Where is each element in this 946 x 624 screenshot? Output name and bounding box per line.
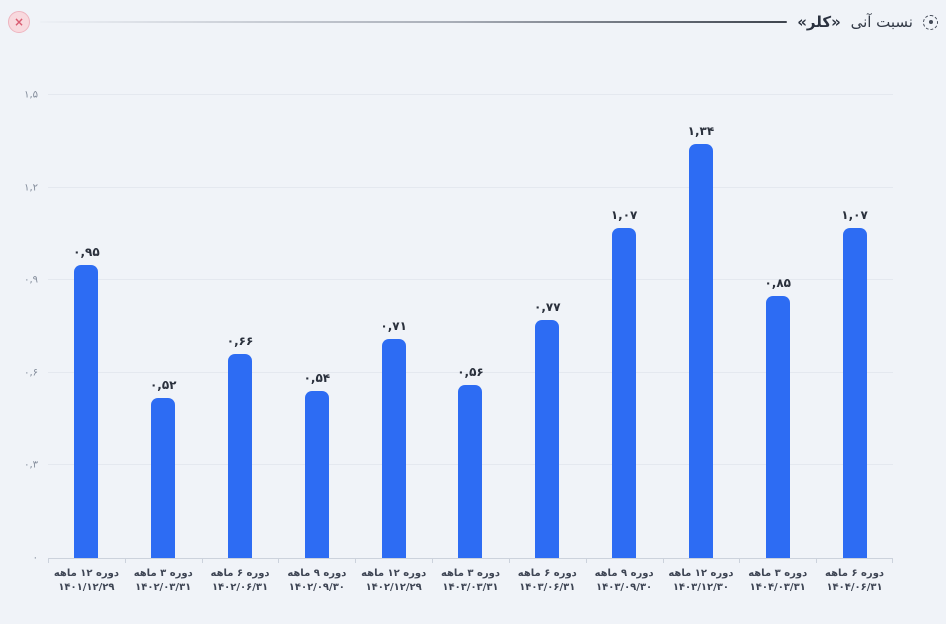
y-tick-label: ۰,۶ (24, 367, 38, 379)
y-tick-label: ۰ (32, 552, 38, 564)
bar[interactable] (842, 227, 867, 558)
chart-header: نسبت آنی «کلر» (0, 0, 946, 44)
y-tick-label: ۱,۲ (24, 182, 38, 194)
x-label-period: دوره ۹ ماهه (287, 568, 347, 579)
bar[interactable] (765, 295, 790, 558)
x-axis-label: دوره ۹ ماهه ۱۴۰۳/۰۹/۳۰ (574, 567, 675, 594)
x-label-period: دوره ۶ ماهه (210, 568, 270, 579)
bar-slot: ۰,۵۲ دوره ۳ ماهه ۱۴۰۲/۰۳/۳۱ (124, 95, 202, 593)
x-label-period: دوره ۳ ماهه (748, 568, 808, 579)
chart-title-symbol: «کلر» (797, 13, 841, 31)
bar-value-label: ۰,۸۵ (764, 275, 791, 290)
x-label-date: ۱۴۰۲/۰۹/۳۰ (288, 581, 345, 593)
x-label-date: ۱۴۰۲/۰۶/۳۱ (211, 581, 269, 593)
bar-slot: ۱,۰۷ دوره ۹ ماهه ۱۴۰۳/۰۹/۳۰ (585, 95, 663, 593)
x-label-period: دوره ۱۲ ماهه (53, 568, 119, 579)
x-axis-label: دوره ۱۲ ماهه ۱۴۰۲/۱۲/۲۹ (343, 567, 444, 594)
x-label-date: ۱۴۰۳/۰۹/۳۰ (596, 581, 653, 593)
bar-slot: ۰,۷۱ دوره ۱۲ ماهه ۱۴۰۲/۱۲/۲۹ (355, 95, 432, 593)
x-label-date: ۱۴۰۱/۱۲/۲۹ (58, 581, 115, 593)
bar-value-label: ۱,۰۷ (610, 207, 638, 222)
bar-value-label: ۰,۵۲ (149, 377, 177, 392)
x-axis-label: دوره ۹ ماهه ۱۴۰۲/۰۹/۳۰ (266, 567, 367, 594)
x-axis-label: دوره ۳ ماهه ۱۴۰۴/۰۳/۳۱ (727, 567, 828, 594)
x-label-date: ۱۴۰۳/۰۳/۳۱ (442, 581, 499, 593)
x-label-period: دوره ۳ ماهه (133, 568, 193, 579)
y-tick-label: ۰,۳ (24, 459, 38, 471)
bar-value-label: ۱,۳۴ (687, 124, 715, 139)
x-label-date: ۱۴۰۴/۰۳/۳۱ (749, 581, 806, 593)
x-label-date: ۱۴۰۲/۱۲/۲۹ (365, 581, 422, 593)
x-axis-label: دوره ۶ ماهه ۱۴۰۴/۰۶/۳۱ (804, 567, 905, 594)
x-label-date: ۱۴۰۴/۰۶/۳۱ (826, 581, 883, 593)
bar[interactable] (458, 385, 483, 558)
bar[interactable] (228, 354, 253, 558)
x-axis-label: دوره ۳ ماهه ۱۴۰۳/۰۳/۳۱ (420, 567, 521, 594)
x-label-period: دوره ۶ ماهه (517, 568, 577, 579)
close-button[interactable]: × (8, 11, 30, 33)
y-axis-labels: ۰ ۰,۳ ۰,۶ ۰,۹ ۱,۲ ۱,۵ (0, 90, 42, 564)
bar-value-label: ۰,۵۶ (457, 365, 484, 380)
bar-slot: ۰,۹۵ دوره ۱۲ ماهه ۱۴۰۱/۱۲/۲۹ (48, 95, 125, 593)
bar-value-label: ۰,۷۷ (534, 300, 561, 315)
x-axis-label: دوره ۶ ماهه ۱۴۰۲/۰۶/۳۱ (190, 567, 291, 594)
bar-value-label: ۰,۹۵ (73, 244, 100, 259)
bar-value-label: ۱,۰۷ (841, 207, 868, 222)
target-icon (923, 14, 938, 30)
x-label-period: دوره ۳ ماهه (440, 568, 500, 579)
y-tick-label: ۱,۵ (24, 89, 38, 101)
bar[interactable] (612, 227, 637, 558)
bar-slot: ۱,۰۷ دوره ۶ ماهه ۱۴۰۴/۰۶/۳۱ (816, 95, 893, 593)
x-axis-label: دوره ۱۲ ماهه ۱۴۰۳/۱۲/۳۰ (651, 567, 752, 594)
bar[interactable] (535, 320, 560, 558)
bar-slot: ۰,۵۴ دوره ۹ ماهه ۱۴۰۲/۰۹/۳۰ (278, 95, 355, 593)
bar[interactable] (688, 144, 713, 558)
x-axis-label: دوره ۱۲ ماهه ۱۴۰۱/۱۲/۲۹ (36, 567, 137, 594)
bar-slot: ۰,۵۶ دوره ۳ ماهه ۱۴۰۳/۰۳/۳۱ (432, 95, 509, 593)
x-label-period: دوره ۱۲ ماهه (668, 568, 734, 579)
bar[interactable] (151, 397, 176, 558)
bar-slot: ۰,۷۷ دوره ۶ ماهه ۱۴۰۳/۰۶/۳۱ (508, 95, 586, 593)
x-label-date: ۱۴۰۲/۰۳/۳۱ (135, 581, 192, 593)
chart-title: نسبت آنی «کلر» (797, 13, 913, 31)
bar-slot: ۰,۸۵ دوره ۳ ماهه ۱۴۰۴/۰۳/۳۱ (739, 95, 816, 593)
bar[interactable] (74, 264, 99, 558)
bar-slot: ۰,۶۶ دوره ۶ ماهه ۱۴۰۲/۰۶/۳۱ (201, 95, 279, 593)
x-label-date: ۱۴۰۳/۰۶/۳۱ (519, 581, 576, 593)
bar-slot: ۱,۳۴ دوره ۱۲ ماهه ۱۴۰۳/۱۲/۳۰ (662, 95, 740, 593)
x-label-period: دوره ۶ ماهه (825, 568, 885, 579)
bar-value-label: ۰,۵۴ (303, 371, 331, 386)
bar-value-label: ۰,۷۱ (380, 318, 407, 333)
bar-value-label: ۰,۶۶ (226, 334, 254, 349)
x-axis-label: دوره ۳ ماهه ۱۴۰۲/۰۳/۳۱ (113, 567, 214, 594)
bar[interactable] (381, 338, 406, 558)
header-divider (40, 21, 788, 23)
x-axis-label: دوره ۶ ماهه ۱۴۰۳/۰۶/۳۱ (497, 567, 598, 594)
x-label-period: دوره ۹ ماهه (594, 568, 654, 579)
x-label-period: دوره ۱۲ ماهه (361, 568, 427, 579)
chart-title-text: نسبت آنی (850, 13, 913, 31)
bar[interactable] (304, 391, 329, 558)
plot-area: ۰,۹۵ دوره ۱۲ ماهه ۱۴۰۱/۱۲/۲۹ ۰,۵۲ دوره ۳ ماه… (48, 94, 893, 593)
y-tick-label: ۰,۹ (24, 274, 38, 286)
x-label-date: ۱۴۰۳/۱۲/۳۰ (672, 581, 729, 593)
